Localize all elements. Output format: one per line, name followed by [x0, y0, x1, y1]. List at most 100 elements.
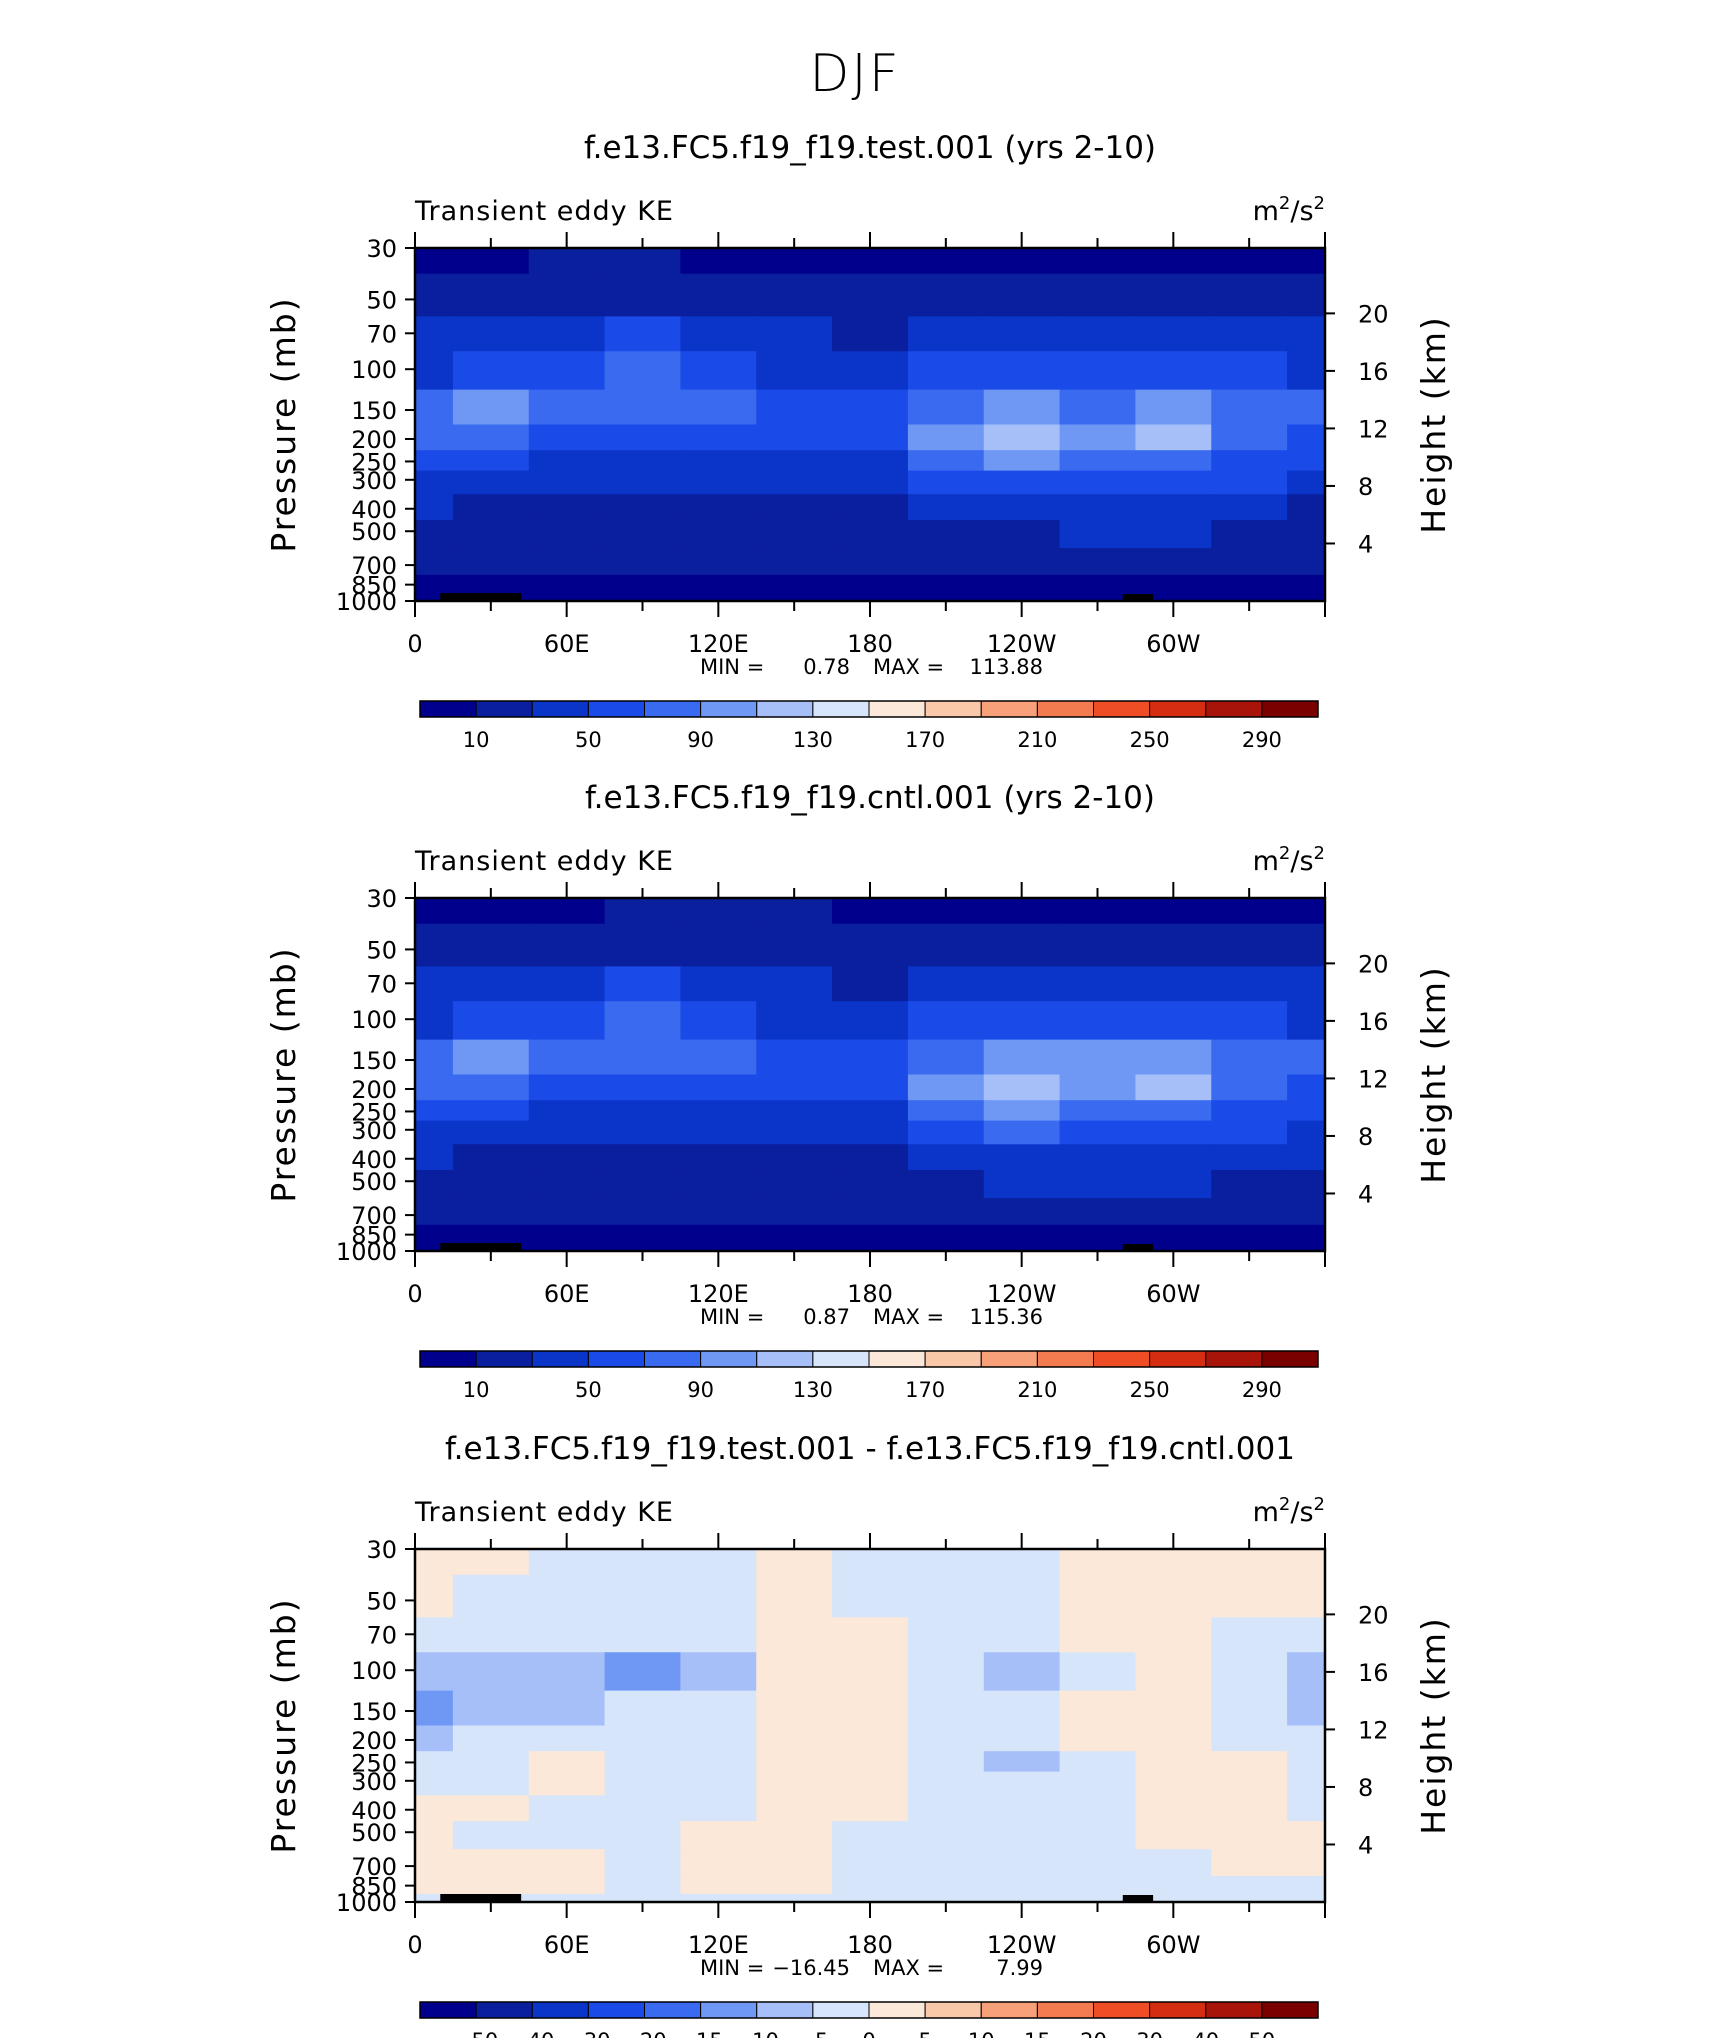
pressure-tick-label: 1000 — [336, 588, 397, 616]
heatmap-cell — [604, 248, 682, 275]
heatmap-cell — [1135, 898, 1212, 925]
heatmap-cell — [415, 273, 454, 317]
heatmap-cell — [832, 1169, 909, 1199]
x-tick-label: 180 — [847, 630, 893, 658]
heatmap-cell — [907, 1039, 985, 1076]
heatmap-cell — [907, 1120, 985, 1145]
heatmap-cell — [907, 966, 985, 1002]
heatmap-cell — [1059, 1198, 1137, 1226]
heatmap-cell — [680, 273, 757, 317]
heatmap-cell — [907, 1725, 985, 1752]
heatmap-cell — [1211, 592, 1288, 602]
heatmap-cell — [452, 966, 530, 1002]
colorbar-label: 10 — [463, 1378, 490, 1402]
heatmap-cell — [680, 1875, 757, 1895]
heatmap-cell — [1059, 389, 1137, 426]
heatmap-cell — [1135, 1574, 1212, 1618]
heatmap-cell — [1287, 1690, 1326, 1727]
heatmap-cell — [756, 1751, 833, 1773]
heatmap-cell — [1211, 1100, 1288, 1122]
heatmap-cell — [1287, 494, 1326, 521]
colorbar-swatch — [700, 2001, 758, 2019]
heatmap-cell — [604, 1039, 682, 1076]
colorbar-swatch — [587, 1350, 645, 1368]
heatmap-cell — [1059, 494, 1137, 521]
pressure-tick-label: 100 — [351, 356, 397, 384]
units-exp: 2 — [1314, 843, 1325, 864]
variable-label: Transient eddy KE — [414, 846, 674, 877]
height-tick-label: 20 — [1358, 950, 1389, 978]
colorbar-swatch — [1149, 2001, 1207, 2019]
heatmap-cell — [832, 494, 909, 521]
colorbar-frame — [419, 700, 1319, 718]
min-value: 0.87 — [803, 1305, 850, 1329]
heatmap-cell — [680, 1039, 757, 1076]
heatmap-cell — [415, 1771, 454, 1796]
heatmap-cell — [415, 1617, 454, 1653]
heatmap-cell — [756, 1771, 833, 1796]
heatmap-cell — [1135, 248, 1212, 275]
heatmap-cell — [907, 1795, 985, 1822]
heatmap-cell — [1287, 1074, 1326, 1101]
heatmap-cell — [1135, 1771, 1212, 1796]
heatmap-cell — [1287, 389, 1326, 426]
heatmap-cell — [680, 1751, 757, 1773]
heatmap-cell — [1059, 273, 1137, 317]
x-tick-label: 120E — [688, 1931, 749, 1959]
heatmap-cell — [1135, 1039, 1212, 1076]
heatmap-cell — [907, 1144, 985, 1171]
heatmap-cell — [907, 248, 985, 275]
heatmap-cell — [832, 273, 909, 317]
heatmap-cell — [983, 1100, 1061, 1122]
heatmap-cell — [1287, 1100, 1326, 1122]
heatmap-cell — [1059, 1074, 1137, 1101]
x-tick-label: 0 — [407, 1280, 422, 1308]
heatmap-cell — [907, 450, 985, 472]
heatmap-cell — [680, 1001, 757, 1041]
units-label: m2/s2 — [1253, 1494, 1325, 1528]
heatmap-cell — [907, 548, 985, 576]
colorbar-label: 290 — [1242, 1378, 1282, 1402]
heatmap-cell — [452, 1771, 530, 1796]
heatmap-cell — [983, 389, 1061, 426]
heatmap-cell — [452, 494, 530, 521]
heatmap-cell — [415, 248, 454, 275]
heatmap-cell — [452, 923, 530, 967]
pressure-tick-label: 150 — [351, 1698, 397, 1726]
heatmap-cell — [832, 1820, 909, 1850]
heatmap-cell — [832, 1771, 909, 1796]
panel-title: f.e13.FC5.f19_f19.test.001 - f.e13.FC5.f… — [445, 1431, 1295, 1467]
heatmap-cell — [983, 450, 1061, 472]
pressure-tick-label: 70 — [366, 970, 397, 998]
heatmap-cell — [1059, 592, 1137, 602]
heatmap-cell — [1287, 450, 1326, 472]
heatmap-cell — [1135, 1795, 1212, 1822]
heatmap-cell — [528, 1120, 606, 1145]
heatmap-cell — [452, 1574, 530, 1618]
heatmap-cell — [680, 1690, 757, 1727]
heatmap-cell — [1211, 1169, 1288, 1199]
heatmap-cell — [1135, 592, 1212, 602]
units-exp: 2 — [1314, 193, 1325, 214]
heatmap-cell — [1135, 966, 1212, 1002]
heatmap-cell — [1287, 923, 1326, 967]
heatmap-cell — [452, 548, 530, 576]
colorbar-swatch — [1261, 1350, 1319, 1368]
heatmap-cell — [452, 1039, 530, 1076]
pressure-tick-label: 700 — [351, 1853, 397, 1881]
heatmap-cell — [415, 1120, 454, 1145]
height-tick-label: 16 — [1358, 1008, 1389, 1036]
pressure-tick-label: 400 — [351, 496, 397, 524]
heatmap-cell — [1059, 1574, 1137, 1618]
colorbar-swatch — [644, 1350, 702, 1368]
heatmap-cell — [907, 1617, 985, 1653]
heatmap-cell — [604, 1001, 682, 1041]
heatmap-cell — [907, 351, 985, 391]
heatmap-cell — [907, 424, 985, 451]
heatmap-cell — [415, 351, 454, 391]
heatmap-cell — [983, 494, 1061, 521]
heatmap-cell — [452, 1120, 530, 1145]
heatmap-cell — [680, 898, 757, 925]
pressure-tick-label: 400 — [351, 1146, 397, 1174]
